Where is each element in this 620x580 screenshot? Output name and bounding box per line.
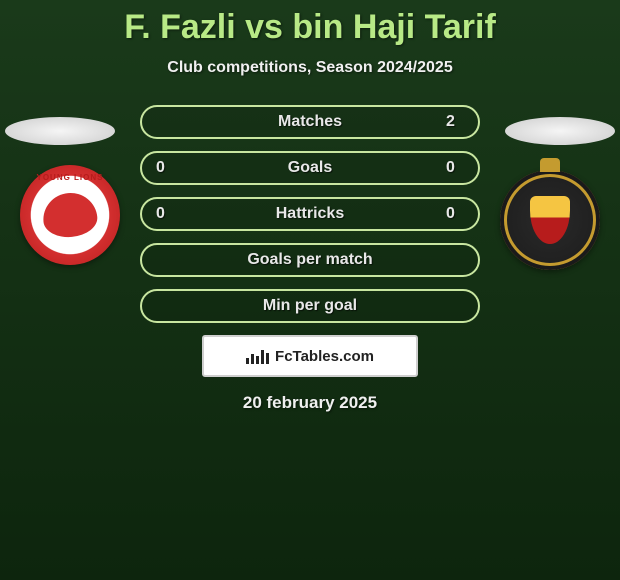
chart-bars-icon	[246, 348, 269, 364]
stat-label: Matches	[278, 113, 342, 131]
snapshot-date: 20 february 2025	[0, 393, 620, 413]
team-badge-left: YOUNG LIONS	[20, 165, 120, 265]
team-badge-left-text: YOUNG LIONS	[36, 173, 103, 182]
team-badge-right	[500, 170, 600, 270]
shield-icon	[530, 196, 570, 244]
site-attribution[interactable]: FcTables.com	[202, 335, 418, 377]
site-label: FcTables.com	[275, 348, 374, 365]
stat-right-value: 2	[446, 113, 464, 131]
stat-right-value: 0	[446, 205, 464, 223]
stat-label: Goals	[288, 159, 332, 177]
player-left-platform	[5, 117, 115, 145]
stat-row-min-per-goal: Min per goal	[140, 289, 480, 323]
stat-left-value: 0	[156, 205, 174, 223]
stat-label: Min per goal	[263, 297, 357, 315]
stat-left-value: 0	[156, 159, 174, 177]
stat-row-goals: 0 Goals 0	[140, 151, 480, 185]
stat-label: Hattricks	[276, 205, 344, 223]
comparison-panel: YOUNG LIONS Matches 2 0 Goals 0 0 Hattri…	[0, 105, 620, 413]
stat-row-hattricks: 0 Hattricks 0	[140, 197, 480, 231]
stat-label: Goals per match	[247, 251, 372, 269]
stats-list: Matches 2 0 Goals 0 0 Hattricks 0 Goals …	[140, 105, 480, 323]
player-right-platform	[505, 117, 615, 145]
stat-row-matches: Matches 2	[140, 105, 480, 139]
page-subtitle: Club competitions, Season 2024/2025	[0, 59, 620, 77]
page-title: F. Fazli vs bin Haji Tarif	[0, 0, 620, 47]
stat-row-goals-per-match: Goals per match	[140, 243, 480, 277]
stat-right-value: 0	[446, 159, 464, 177]
